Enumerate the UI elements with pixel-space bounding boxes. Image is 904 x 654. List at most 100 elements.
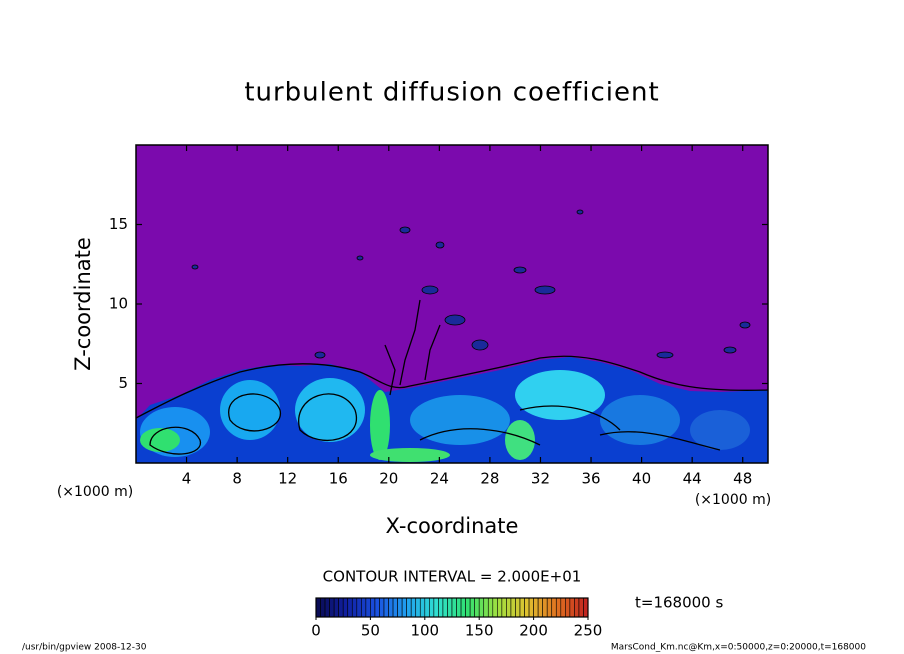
contour-interval: CONTOUR INTERVAL = 2.000E+01 [323,568,582,586]
colorbar-cell [351,597,358,618]
x-tick-label: 32 [531,470,550,488]
colorbar-cell [524,597,530,618]
colorbar-cell [438,597,444,618]
colorbar-cell [410,597,417,618]
colorbar-cell [397,597,403,618]
contour-lines [135,299,769,455]
colorbar-cell [501,597,507,618]
x-tick-label: 24 [430,470,449,488]
colorbar-tick-label: 150 [465,622,494,640]
field-region [515,370,605,420]
colorbar-cell [542,597,548,618]
colorbar-cell [578,597,584,618]
colorbar-tick-label: 50 [361,622,380,640]
field-region [505,420,535,460]
colorbar-frame [315,597,589,618]
colorbar-cell [506,597,512,618]
field-region [690,410,750,450]
colorbar-cell [424,597,430,618]
colorbar-cell [415,597,421,618]
x-tick-label: 36 [581,470,600,488]
colorbar-cell [497,597,503,618]
colorbar-cell [469,597,475,618]
field-region [370,390,390,460]
colorbar-cell [474,597,480,618]
colorbar-cell [347,597,353,618]
footer-left: /usr/bin/gpview 2008-12-30 [22,643,147,653]
y-tick-label: 5 [118,374,128,392]
x-tick-label: 4 [182,470,192,488]
field-region [140,428,180,452]
colorbar-cell [429,597,435,618]
colorbar-cell [361,597,367,618]
x-tick-label: 12 [278,470,297,488]
colorbar-cell [537,597,543,618]
colorbar-cell [406,597,412,618]
colorbar-cell [447,597,453,618]
colorbar-cell [338,597,344,618]
field-region [600,395,680,445]
colorbar-tick-label: 200 [519,622,548,640]
colorbar-cell [451,597,457,618]
colorbar-cell [478,597,485,618]
colorbar-cell [574,597,580,618]
colorbar-cell [460,597,466,618]
colorbar-cell [342,597,349,618]
colorbar-cell [433,597,439,618]
field-specks [191,209,751,359]
y-tick-label: 15 [109,215,128,233]
colorbar-cell [388,597,394,618]
colorbar-cell [465,597,471,618]
footer-right: MarsCond_Km.nc@Km,x=0:50000,z=0:20000,t=… [611,643,866,653]
field-region [410,395,510,445]
colorbar-tick-label: 100 [410,622,439,640]
colorbar-cell [515,597,521,618]
colorbar-cell [533,597,539,618]
colorbar-cell [519,597,525,618]
colorbar-cell [333,597,339,618]
colorbar-cell [392,597,398,618]
field-region [295,378,365,442]
colorbar-cell [401,597,407,618]
colorbar-cell [555,597,562,618]
colorbar-cell [492,597,498,618]
x-tick-label: 40 [632,470,651,488]
colorbar-cell [442,597,448,618]
colorbar-tick-label: 0 [311,622,321,640]
colorbar-cell [370,597,376,618]
colorbar-cell [456,597,462,618]
colorbar-cell [510,597,516,618]
colorbar-cell [374,597,380,618]
colorbar-cell [528,597,534,618]
colorbar-cell [487,597,494,618]
colorbar-cell [569,597,575,618]
x-tick-label: 8 [232,470,242,488]
x-tick-label: 20 [379,470,398,488]
colorbar-cell [324,597,330,618]
x-tick-label: 48 [733,470,752,488]
y-axis-label: Z-coordinate [71,237,95,371]
colorbar-cell [483,597,489,618]
colorbar-cell [356,597,362,618]
field [135,145,769,463]
colorbar-cell [565,597,571,618]
colorbar-cell [546,597,553,618]
x-tick-label: 16 [329,470,348,488]
colorbar-cell [365,597,371,618]
colorbar-cell [329,597,335,618]
colorbar-tick-label: 250 [574,622,603,640]
x-unit: (×1000 m) [695,492,771,508]
colorbar-cell [379,597,385,618]
y-tick-label: 10 [109,295,128,313]
x-tick-label: 28 [480,470,499,488]
x-axis-label: X-coordinate [386,514,519,538]
field-region [370,448,450,462]
colorbar-cell [320,597,326,618]
colorbar-cell [583,597,589,618]
y-unit: (×1000 m) [57,484,133,500]
chart-title: turbulent diffusion coefficient [244,78,659,108]
colorbar-cell [315,597,321,618]
colorbar-cell [551,597,557,618]
colorbar-cell [560,597,566,618]
